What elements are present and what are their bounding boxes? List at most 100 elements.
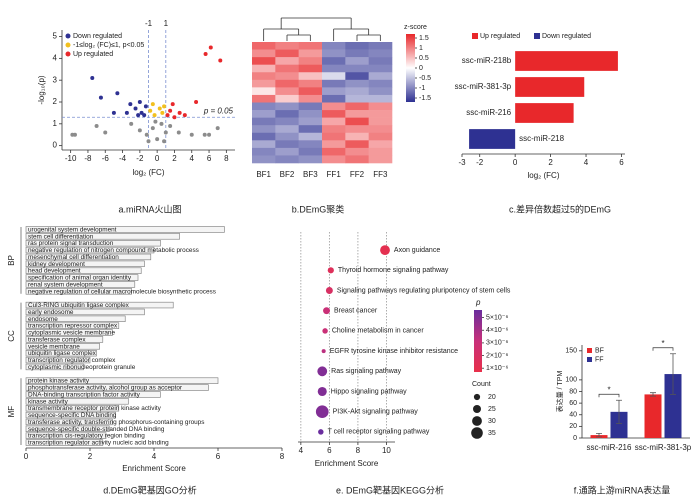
point <box>163 130 168 135</box>
heat-cell <box>275 117 299 126</box>
x-tick-label: 0 <box>155 154 160 163</box>
bubble <box>325 287 333 294</box>
x-tick-label: 10 <box>382 446 391 455</box>
heat-cell <box>252 155 276 164</box>
point <box>128 102 133 107</box>
heat-cell <box>252 49 276 58</box>
heat-cell <box>368 72 393 81</box>
term-label: transferase activity, transferring phosp… <box>28 419 204 426</box>
heat-cell <box>298 140 323 149</box>
point <box>172 115 177 120</box>
bubble <box>321 349 326 354</box>
term-label: ras protein signal transduction <box>28 240 114 247</box>
point <box>136 113 141 118</box>
threshold-label: -1 <box>145 19 153 28</box>
heat-cell <box>275 125 299 134</box>
heat-cell <box>298 155 323 164</box>
column-label: BF1 <box>256 170 271 179</box>
term-label: DNA-binding transcription factor activit… <box>28 391 141 398</box>
bar <box>25 274 139 281</box>
legend-label: -1≤log₂ (FC)≤1, p<0.05 <box>73 42 144 49</box>
x-tick-label: 4 <box>584 158 589 167</box>
bar <box>25 363 84 371</box>
bar <box>25 226 225 233</box>
bar <box>25 418 113 426</box>
heat-cell <box>322 132 346 141</box>
heat-cell <box>322 110 346 118</box>
bubble <box>317 366 328 377</box>
x-tick-label: -2 <box>136 154 144 163</box>
term-label: ubiquitin ligase complex <box>28 350 97 357</box>
point <box>90 76 95 80</box>
heat-cell <box>345 64 369 73</box>
term-label: stem cell differentiation <box>28 233 94 240</box>
caption: c.差异倍数超过5的DEmG <box>509 203 611 214</box>
heat-cell <box>322 79 346 88</box>
heat-cell <box>275 155 299 164</box>
heat-cell <box>275 79 299 88</box>
term-label: vesicle membrane <box>28 343 80 350</box>
category-label: ssc-miR-216 <box>466 108 511 117</box>
bar <box>515 77 585 97</box>
point <box>98 95 103 100</box>
bar <box>664 374 682 438</box>
bubble <box>315 405 329 419</box>
x-tick-label: 2 <box>548 158 553 167</box>
heat-cell <box>252 72 276 81</box>
heat-cell <box>252 57 276 65</box>
count-legend-label: 25 <box>488 406 496 413</box>
heat-cell <box>322 72 346 81</box>
point <box>207 132 212 137</box>
significance-label: * <box>607 385 610 394</box>
legend-marker <box>587 348 592 353</box>
term-label: kidney development <box>28 261 85 268</box>
point <box>143 104 148 109</box>
point <box>176 130 181 135</box>
count-legend-label: 20 <box>488 394 496 401</box>
bar <box>25 288 132 295</box>
column-label: FF3 <box>373 170 388 179</box>
y-tick-label: 40 <box>569 412 577 419</box>
point <box>129 121 134 126</box>
y-tick-label: 100 <box>565 377 577 384</box>
point <box>137 100 142 104</box>
point <box>182 113 187 118</box>
term-label: transferase complex <box>28 336 86 343</box>
p-colorbar <box>474 310 482 372</box>
significance-bracket <box>652 347 674 351</box>
colorbar-tick-label: 1.5 <box>419 35 429 42</box>
threshold-label: 1 <box>164 19 169 28</box>
point <box>165 113 170 118</box>
heat-cell <box>298 110 323 118</box>
heat-cell <box>322 147 346 156</box>
heat-cell <box>345 110 369 118</box>
point <box>148 108 153 113</box>
bar <box>25 356 91 364</box>
heat-cell <box>275 87 299 96</box>
bar <box>25 329 113 336</box>
heat-cell <box>298 42 323 50</box>
term-label: transcription repressor complex <box>28 323 118 330</box>
colorbar <box>406 34 415 102</box>
error-bar <box>616 399 622 424</box>
bar <box>515 103 574 123</box>
bar <box>515 51 618 71</box>
heat-cell <box>368 49 393 58</box>
colorbar-tick-label: -1.5 <box>419 95 431 102</box>
bar <box>25 439 104 446</box>
heat-cell <box>368 79 393 88</box>
point <box>150 102 155 107</box>
bar <box>25 349 97 357</box>
bar <box>25 377 219 384</box>
heat-cell <box>368 140 393 149</box>
column-label: BF2 <box>280 170 295 179</box>
x-axis-label: Enrichment Score <box>315 459 379 468</box>
y-tick-label: 4 <box>53 53 58 62</box>
colorbar-tick-label: -1 <box>419 85 425 92</box>
heat-cell <box>368 125 393 134</box>
heat-cell <box>298 64 323 73</box>
heat-cell <box>298 79 323 88</box>
bar <box>25 384 209 391</box>
heat-cell <box>252 42 276 50</box>
term-label: endosome <box>28 316 58 323</box>
